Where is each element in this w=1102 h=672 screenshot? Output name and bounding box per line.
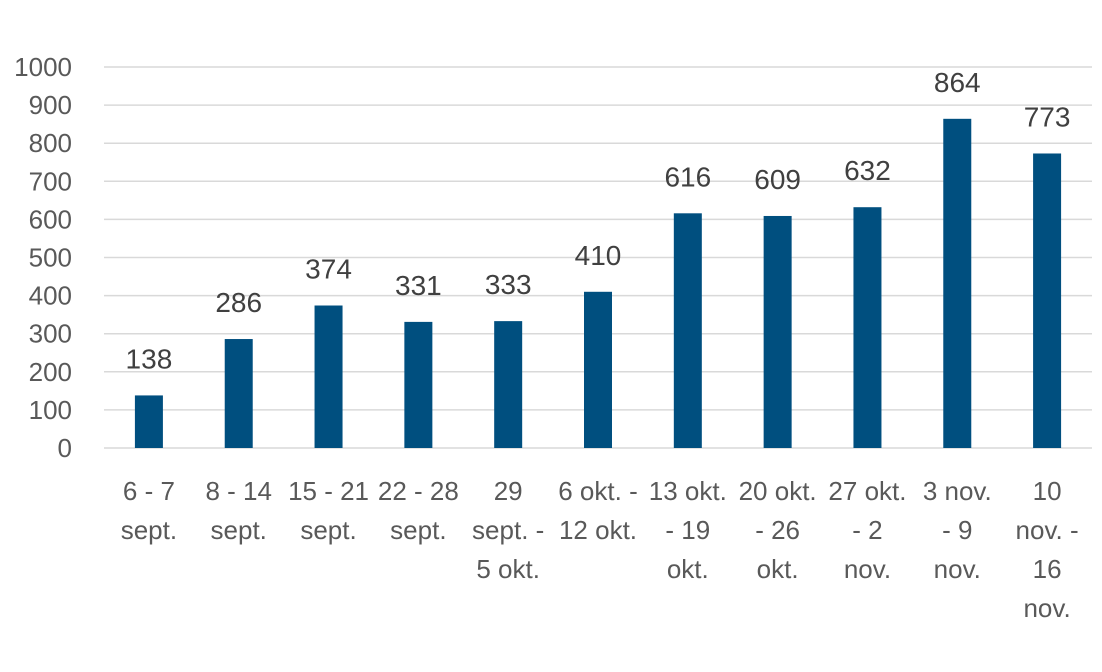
category-label-line: 6 - 7 <box>123 476 175 506</box>
bar <box>224 339 253 448</box>
y-tick-label: 400 <box>29 281 72 311</box>
category-label-line: 12 okt. <box>559 515 637 545</box>
category-label: 6 - 7 sept. <box>121 476 177 545</box>
y-tick-label: 900 <box>29 90 72 120</box>
category-label-line: sept. <box>121 515 177 545</box>
y-tick-label: 700 <box>29 166 72 196</box>
y-tick-label: 1000 <box>14 52 72 82</box>
category-label: 13 okt. - 19 okt. <box>649 476 727 584</box>
category-label-line: 10 <box>1033 476 1062 506</box>
y-tick-label: 100 <box>29 395 72 425</box>
category-label-line: okt. <box>667 554 709 584</box>
data-label: 333 <box>485 269 532 300</box>
category-label-line: 8 - 14 <box>205 476 272 506</box>
category-label-line: - 2 <box>852 515 882 545</box>
category-label-line: 27 okt. <box>828 476 906 506</box>
data-label: 138 <box>126 343 173 374</box>
bar <box>494 321 523 448</box>
data-label: 632 <box>844 155 891 186</box>
y-tick-label: 200 <box>29 357 72 387</box>
bar <box>1033 153 1062 448</box>
category-label: 10 nov. - 16 nov. <box>1016 476 1079 623</box>
category-label-line: 3 nov. <box>923 476 992 506</box>
category-label: 22 - 28 sept. <box>378 476 459 545</box>
category-label-line: - 9 <box>942 515 972 545</box>
bar <box>853 207 882 448</box>
data-label: 331 <box>395 270 442 301</box>
bars <box>134 118 1062 448</box>
data-label: 374 <box>305 254 352 285</box>
category-label-line: nov. <box>1023 593 1070 623</box>
category-label-line: nov. <box>844 554 891 584</box>
category-label: 8 - 14 sept. <box>205 476 272 545</box>
category-label-line: 15 - 21 <box>288 476 369 506</box>
category-label: 20 okt. - 26 okt. <box>739 476 817 584</box>
y-tick-label: 300 <box>29 319 72 349</box>
bar <box>134 395 163 448</box>
category-label-line: sept. <box>300 515 356 545</box>
category-label-line: 13 okt. <box>649 476 727 506</box>
data-labels: 138 286 374 331 333 410 616 609 632 864 773 <box>126 67 1071 375</box>
y-tick-label: 800 <box>29 128 72 158</box>
category-label-line: nov. - <box>1016 515 1079 545</box>
data-label: 410 <box>575 240 622 271</box>
category-label-line: 6 okt. - <box>558 476 637 506</box>
data-label: 773 <box>1024 101 1071 132</box>
bar <box>314 305 343 448</box>
category-label: 3 nov. - 9 nov. <box>923 476 992 584</box>
category-label-line: sept. <box>390 515 446 545</box>
category-label-line: 16 <box>1033 554 1062 584</box>
category-label-line: okt. <box>757 554 799 584</box>
category-label-line: 20 okt. <box>739 476 817 506</box>
category-label: 15 - 21 sept. <box>288 476 369 545</box>
bar <box>943 118 972 448</box>
category-label-line: - 26 <box>755 515 800 545</box>
data-label: 616 <box>664 161 711 192</box>
bar <box>584 291 612 448</box>
category-label: 27 okt. - 2 nov. <box>828 476 906 584</box>
data-label: 864 <box>934 67 981 98</box>
y-tick-label: 0 <box>58 433 72 463</box>
category-label-line: 29 <box>494 476 523 506</box>
category-label-line: sept. <box>211 515 267 545</box>
category-label-line: - 19 <box>665 515 710 545</box>
category-label-line: sept. - <box>472 515 544 545</box>
category-label-line: nov. <box>934 554 981 584</box>
y-tick-label: 600 <box>29 204 72 234</box>
y-tick-label: 500 <box>29 243 72 273</box>
bar <box>404 321 433 448</box>
category-label-line: 22 - 28 <box>378 476 459 506</box>
y-axis-tick-labels: 0 100 200 300 400 500 600 700 800 900 1000 <box>14 52 72 463</box>
category-label-line: 5 okt. <box>476 554 540 584</box>
bar <box>763 215 792 448</box>
category-label: 6 okt. - 12 okt. <box>558 476 637 545</box>
data-label: 286 <box>215 287 262 318</box>
data-label: 609 <box>754 164 801 195</box>
bar <box>673 213 702 448</box>
category-label: 29 sept. - 5 okt. <box>472 476 544 584</box>
